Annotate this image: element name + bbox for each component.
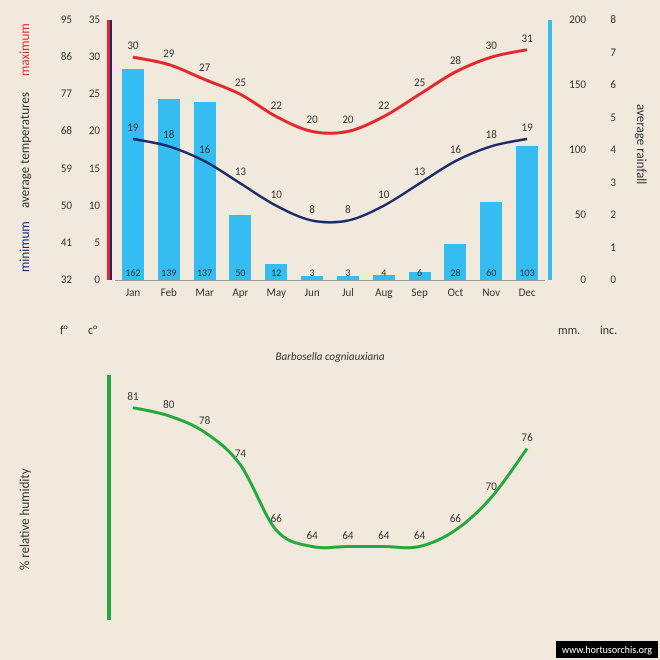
humidity-value: 64 (300, 529, 324, 542)
humidity-value: 80 (157, 398, 181, 411)
humidity-value: 64 (408, 529, 432, 542)
humidity-value: 64 (336, 529, 360, 542)
humidity-line (0, 0, 660, 660)
humidity-value: 66 (264, 512, 288, 525)
humidity-value: 74 (228, 447, 252, 460)
top-baseline (115, 280, 545, 281)
humidity-value: 81 (121, 390, 145, 403)
humidity-value: 76 (515, 431, 539, 444)
humidity-value: 66 (443, 512, 467, 525)
watermark: www.hortusorchis.org (556, 641, 658, 658)
humidity-value: 70 (479, 480, 503, 493)
humidity-value: 64 (372, 529, 396, 542)
humidity-value: 78 (193, 414, 217, 427)
